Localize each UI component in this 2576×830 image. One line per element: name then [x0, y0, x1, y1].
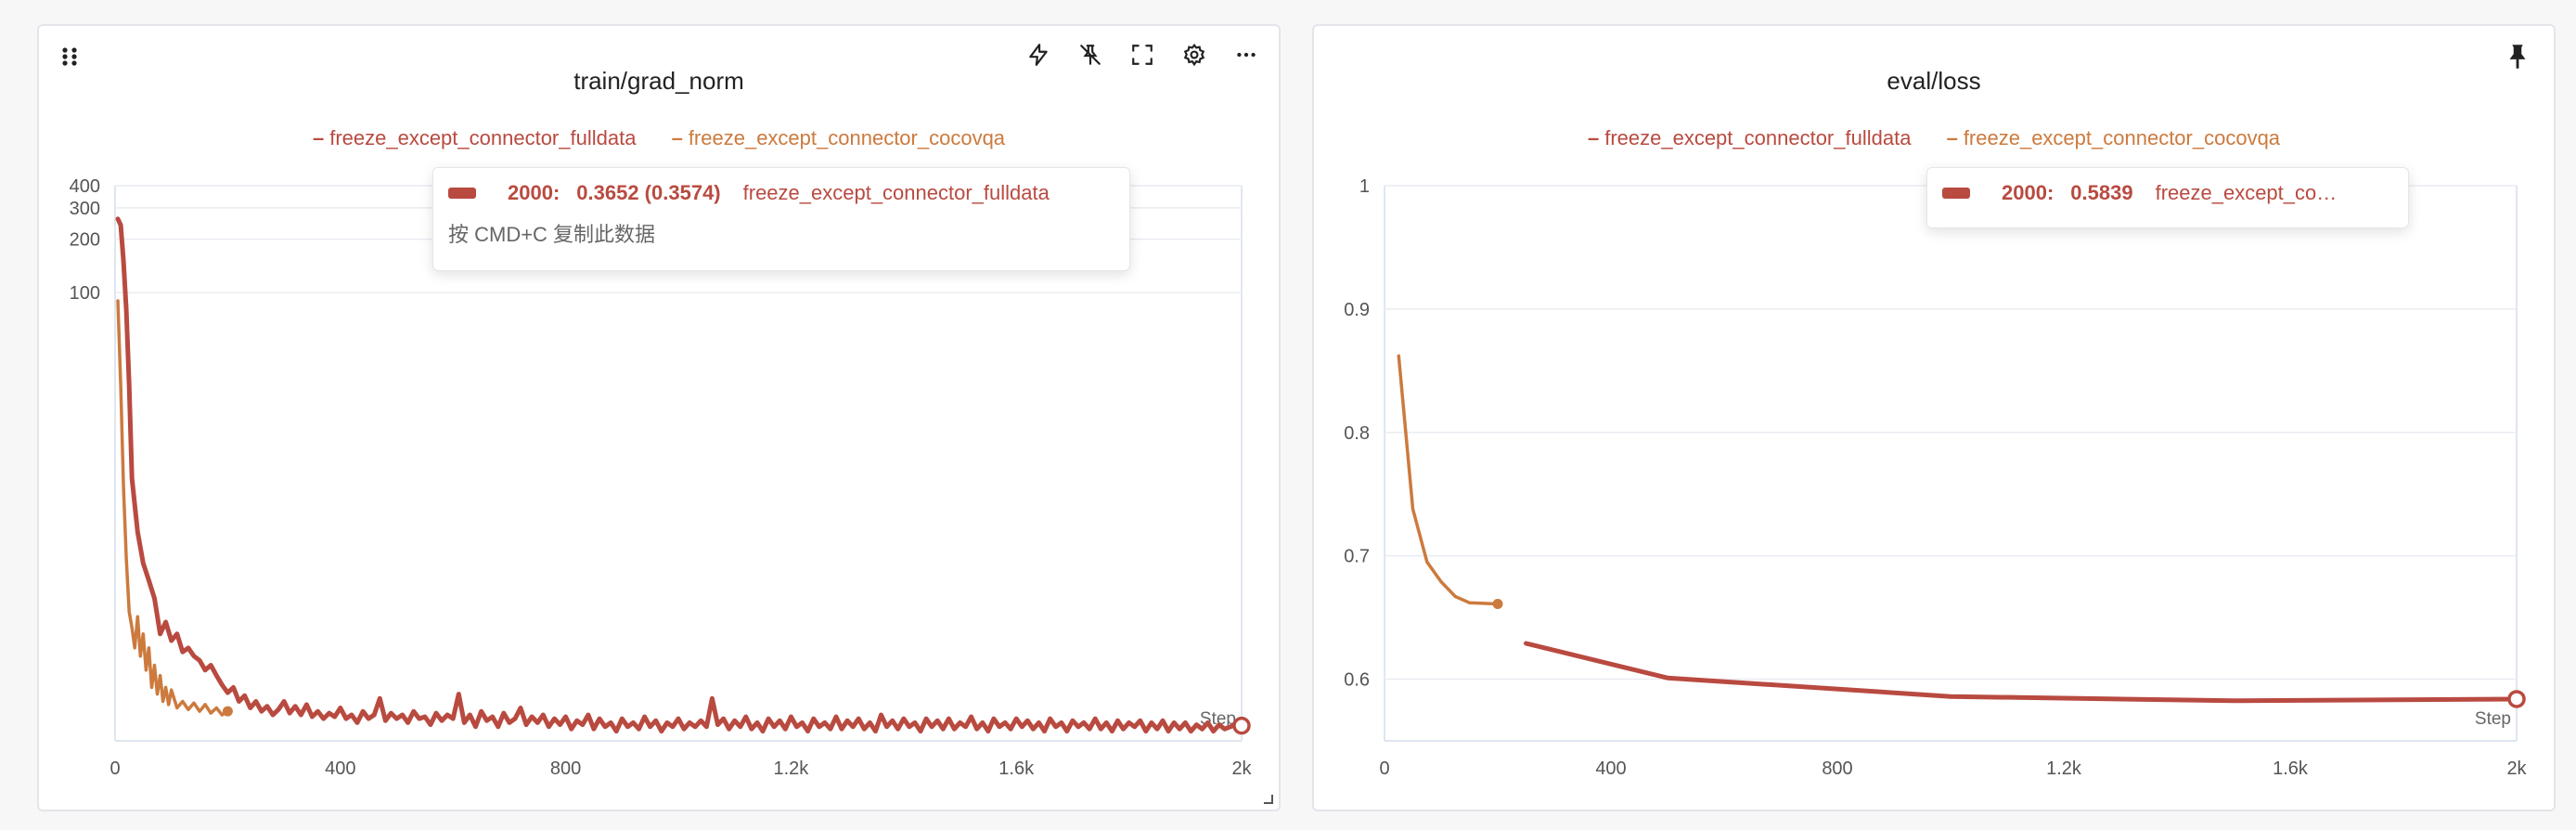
gear-icon[interactable]	[1179, 39, 1210, 71]
pin-icon[interactable]	[2502, 41, 2533, 72]
lightning-icon[interactable]	[1023, 39, 1054, 71]
pin-off-icon[interactable]	[1075, 39, 1106, 71]
legend-label: freeze_except_connector_cocovqa	[688, 126, 1006, 149]
tooltip-series-name: freeze_except_co…	[2155, 181, 2338, 204]
legend-item-cocovqa[interactable]: – freeze_except_connector_cocovqa	[1946, 126, 2281, 149]
x-tick-label: 0	[1379, 759, 1389, 779]
series-swatch	[448, 188, 476, 199]
x-tick-label: 400	[1595, 759, 1626, 779]
series-line-fulldata	[1524, 641, 2519, 704]
legend-item-cocovqa[interactable]: – freeze_except_connector_cocovqa	[671, 126, 1006, 149]
hover-point	[2507, 690, 2526, 708]
tooltip-series-name: freeze_except_connector_fulldata	[742, 181, 1050, 204]
chart-title: train/grad_norm	[573, 67, 744, 95]
drag-handle-icon[interactable]	[56, 43, 84, 71]
x-axis-label: Step	[2475, 709, 2511, 729]
x-tick-label: 800	[1822, 759, 1852, 779]
y-tick-label: 0.9	[1344, 300, 1370, 320]
x-tick-label: 1.6k	[2273, 759, 2309, 779]
fullscreen-icon[interactable]	[1127, 39, 1158, 71]
legend-item-fulldata[interactable]: – freeze_except_connector_fulldata	[1587, 126, 1912, 149]
x-tick-label: 1.6k	[998, 759, 1035, 779]
chart-toolbar	[1023, 39, 1262, 71]
x-tick-label: 2k	[2506, 759, 2527, 779]
tooltip-step: 2000:	[2002, 181, 2054, 204]
legend-label: freeze_except_connector_cocovqa	[1963, 126, 2281, 149]
y-tick-label: 300	[70, 199, 100, 219]
chart-legend: – freeze_except_connector_fulldata – freez…	[1314, 126, 2554, 150]
legend-item-fulldata[interactable]: – freeze_except_connector_fulldata	[312, 126, 637, 149]
x-tick-label: 800	[550, 759, 581, 779]
chart-legend: – freeze_except_connector_fulldata – freez…	[39, 126, 1279, 150]
x-tick-label: 1.2k	[2046, 759, 2082, 779]
series-line-fulldata	[115, 216, 1244, 734]
y-tick-label: 100	[70, 283, 100, 304]
copy-hint: 按 CMD+C 复制此数据	[448, 223, 656, 246]
tooltip-value: 0.5839	[2070, 181, 2133, 204]
more-icon[interactable]	[1230, 39, 1262, 71]
data-tooltip: 2000: 0.5839 freeze_except_co…	[1926, 167, 2409, 228]
y-tick-label: 0.7	[1344, 547, 1370, 567]
legend-label: freeze_except_connector_fulldata	[329, 126, 637, 149]
legend-label: freeze_except_connector_fulldata	[1604, 126, 1912, 149]
y-tick-label: 200	[70, 230, 100, 251]
x-tick-label: 1.2k	[773, 759, 809, 779]
y-tick-label: 1	[1359, 176, 1370, 197]
eval-loss-plot[interactable]: 0.6 0.7 0.8 0.9 1 0 400 800 1.2k 1.6k 2k Step	[1314, 26, 2554, 810]
x-tick-label: 400	[325, 759, 355, 779]
y-tick-label: 0.6	[1344, 670, 1370, 691]
x-tick-label: 2k	[1231, 759, 1252, 779]
x-tick-label: 0	[109, 759, 120, 779]
tooltip-step: 2000:	[508, 181, 560, 204]
series-end-point	[222, 706, 233, 717]
eval-loss-panel: eval/loss – freeze_except_connector_fulld…	[1312, 24, 2556, 811]
grad-norm-panel: train/grad_norm – freeze_except_connector…	[37, 24, 1281, 811]
y-tick-label: 400	[70, 176, 100, 197]
chart-title: eval/loss	[1887, 67, 1981, 95]
hover-point	[1232, 716, 1251, 735]
y-tick-label: 0.8	[1344, 423, 1370, 444]
tooltip-value: 0.3652 (0.3574)	[576, 181, 721, 204]
resize-handle-icon[interactable]	[1260, 791, 1273, 804]
series-end-point	[1492, 598, 1503, 609]
data-tooltip: 2000: 0.3652 (0.3574) freeze_except_conn…	[432, 167, 1130, 271]
series-swatch	[1942, 188, 1970, 199]
series-line-cocovqa	[116, 299, 230, 717]
series-line-cocovqa	[1397, 354, 1500, 606]
